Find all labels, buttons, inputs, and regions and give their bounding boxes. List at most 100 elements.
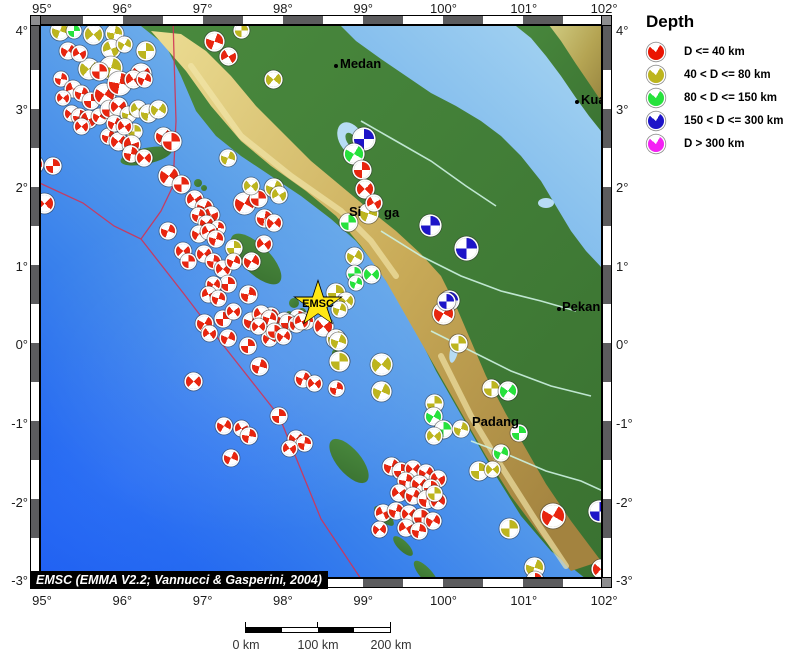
focal-mechanism-symbol: [296, 372, 310, 386]
scale-tick: [245, 622, 246, 627]
focal-mechanism-symbol: [201, 287, 215, 301]
focal-mechanism-symbol: [450, 335, 466, 351]
focal-mechanism-symbol: [125, 71, 141, 87]
plate-boundary-lines: [41, 26, 361, 577]
beachball-layer: [41, 26, 601, 577]
axis-tick-label: 100°: [430, 1, 457, 16]
focal-mechanism-symbol: [420, 215, 440, 235]
focal-mechanism-symbol: [181, 254, 195, 268]
axis-tick-label: 0°: [616, 337, 629, 353]
legend-title: Depth: [646, 12, 695, 31]
focal-mechanism-symbol: [55, 73, 67, 85]
axis-tick-label: -3°: [616, 573, 633, 589]
focal-mechanism-symbol: [399, 521, 413, 535]
legend-item: 80 < D <= 150 km: [640, 86, 795, 109]
focal-mechanism-symbol: [110, 133, 126, 149]
axis-tick-label: 96°: [112, 593, 133, 608]
axis-tick-label: 97°: [192, 1, 213, 16]
focal-mechanism-symbol: [74, 119, 88, 133]
city-label: Kua: [581, 92, 601, 107]
focal-mechanism-symbol: [226, 254, 240, 268]
focal-mechanism-symbol: [371, 354, 391, 374]
legend-item-label: D <= 40 km: [684, 45, 745, 58]
focal-mechanism-symbol: [282, 441, 296, 455]
focal-mechanism-symbol: [376, 506, 390, 520]
focal-mechanism-symbol: [162, 132, 180, 150]
focal-mechanism-symbol: [483, 380, 499, 396]
city-label: Medan: [340, 56, 382, 71]
scale-segment: [246, 628, 282, 632]
frame-corner: [601, 15, 612, 26]
beachball-icon: [648, 43, 664, 60]
legend-item: 150 < D <= 300 km: [640, 109, 795, 132]
focal-mechanism-symbol: [427, 486, 441, 500]
focal-mechanism-symbol: [307, 376, 321, 390]
focal-mechanism-symbol: [411, 476, 427, 492]
depth-legend: Depth D <= 40 km 40 < D <= 80 km 80 < D <=…: [640, 10, 795, 155]
focal-mechanism-symbol: [314, 317, 332, 335]
ridge-highlight: [188, 63, 569, 569]
focal-mechanism-symbol: [406, 462, 420, 476]
focal-mechanism-symbol: [206, 277, 220, 291]
city-dot: [575, 100, 579, 104]
focal-mechanism-symbol: [103, 41, 119, 57]
axis-tick-label: -2°: [11, 494, 28, 510]
focal-mechanism-symbol: [329, 381, 343, 395]
focal-mechanism-symbol: [224, 451, 238, 465]
axis-tick-label: 96°: [112, 1, 133, 16]
focal-mechanism-symbol: [161, 224, 175, 238]
focal-mechanism-symbol: [332, 302, 346, 316]
focal-mechanism-symbol: [354, 162, 370, 178]
map-canvas: Medan Kua Si ga Pekanb Padang EMSC: [40, 25, 602, 578]
scale-tick: [390, 622, 391, 627]
focal-mechanism-symbol: [209, 232, 223, 246]
frame-top: [30, 15, 612, 25]
focal-mechanism-symbol: [340, 214, 356, 230]
focal-mechanism-symbol: [241, 339, 255, 353]
focal-mechanism-symbol: [265, 71, 281, 87]
axis-tick-label: 99°: [353, 593, 374, 608]
scale-label: 0 km: [232, 638, 260, 652]
axis-tick-label: 95°: [32, 1, 52, 16]
focal-mechanism-symbol: [205, 32, 223, 50]
axis-tick-label: 98°: [273, 1, 293, 16]
focal-mechanism-symbol: [402, 507, 416, 521]
focal-mechanism-symbol: [406, 489, 420, 503]
axis-tick-label: 95°: [32, 593, 52, 608]
beachball-icon: [648, 112, 664, 129]
focal-mechanism-symbol: [160, 167, 178, 185]
focal-mechanism-symbol: [345, 145, 363, 163]
focal-mechanism-symbol: [330, 333, 346, 349]
focal-mechanism-symbol: [272, 188, 286, 202]
focal-mechanism-symbol: [46, 159, 60, 173]
focal-mechanism-symbol: [425, 408, 441, 424]
focal-mechanism-symbol: [137, 72, 151, 86]
axis-tick-label: 3°: [15, 101, 28, 117]
focal-mechanism-symbol: [372, 382, 390, 400]
focal-mechanism-symbol: [257, 237, 271, 251]
focal-mechanism-symbol: [52, 26, 68, 39]
frame-corner: [30, 15, 41, 26]
axis-tick-label: 101°: [510, 593, 538, 608]
scale-bar: [245, 627, 391, 633]
focal-mechanism-symbol: [221, 151, 235, 165]
focal-mechanism-symbol: [372, 522, 386, 536]
focal-mechanism-symbol: [276, 329, 290, 343]
focal-mechanism-symbol: [41, 194, 53, 212]
beachball-icon: [648, 135, 664, 152]
focal-mechanism-symbol: [221, 277, 235, 291]
scale-segment: [282, 628, 318, 632]
legend-item-label: D > 300 km: [684, 137, 745, 150]
axis-tick-label: 1°: [616, 258, 629, 274]
focal-mechanism-symbol: [512, 426, 526, 440]
focal-mechanism-symbol: [84, 26, 102, 43]
focal-mechanism-symbol: [234, 26, 248, 37]
focal-mechanism-symbol: [227, 241, 241, 255]
focal-mechanism-symbol: [389, 504, 403, 518]
axis-tick-label: -1°: [616, 416, 633, 431]
axis-tick-label: 102°: [590, 593, 618, 608]
focal-mechanism-symbol: [212, 222, 224, 234]
axis-tick-label: -2°: [616, 494, 633, 510]
focal-mechanism-symbol: [216, 312, 230, 326]
axis-tick-label: -3°: [11, 573, 28, 589]
